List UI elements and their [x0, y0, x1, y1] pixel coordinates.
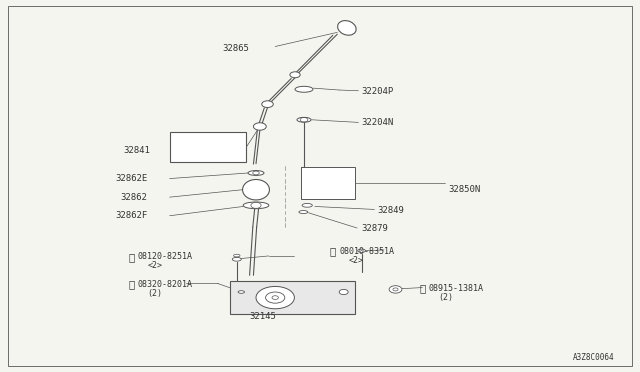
- Text: 32862E: 32862E: [115, 174, 147, 183]
- Ellipse shape: [234, 254, 240, 257]
- Circle shape: [290, 72, 300, 78]
- Text: Ⓑ: Ⓑ: [128, 252, 134, 262]
- Bar: [301, 167, 355, 199]
- Text: 32862: 32862: [120, 193, 147, 202]
- Ellipse shape: [299, 211, 308, 214]
- Bar: [230, 281, 355, 314]
- Ellipse shape: [243, 202, 269, 209]
- Text: 32879: 32879: [362, 224, 388, 233]
- Text: 32841: 32841: [124, 146, 150, 155]
- Text: 32204P: 32204P: [362, 87, 394, 96]
- Circle shape: [262, 101, 273, 108]
- Ellipse shape: [297, 117, 311, 122]
- Ellipse shape: [232, 257, 241, 261]
- Text: <2>: <2>: [349, 256, 364, 265]
- Text: A3Z8C0064: A3Z8C0064: [573, 353, 614, 362]
- Circle shape: [253, 123, 266, 130]
- Text: 32204N: 32204N: [362, 118, 394, 127]
- Text: 08915-1381A: 08915-1381A: [429, 284, 484, 293]
- Text: Ⓦ: Ⓦ: [419, 283, 426, 293]
- Text: Ⓢ: Ⓢ: [128, 280, 134, 289]
- Circle shape: [266, 292, 285, 303]
- Text: 32849: 32849: [378, 206, 404, 215]
- Text: <2>: <2>: [147, 262, 162, 270]
- Text: 32862F: 32862F: [115, 211, 147, 220]
- Circle shape: [256, 286, 294, 309]
- Text: (2): (2): [438, 293, 453, 302]
- Ellipse shape: [358, 249, 365, 252]
- Bar: [170, 132, 246, 162]
- Text: 32850N: 32850N: [448, 185, 480, 194]
- Ellipse shape: [302, 203, 312, 207]
- Text: 32865: 32865: [223, 44, 250, 53]
- Text: Ⓑ: Ⓑ: [330, 246, 336, 256]
- Text: 08120-8251A: 08120-8251A: [138, 252, 193, 261]
- Ellipse shape: [243, 179, 269, 200]
- Ellipse shape: [338, 20, 356, 35]
- Text: (2): (2): [147, 289, 162, 298]
- Text: 08010-8351A: 08010-8351A: [339, 247, 394, 256]
- Text: 08320-8201A: 08320-8201A: [138, 280, 193, 289]
- Text: 32145: 32145: [250, 312, 276, 321]
- Ellipse shape: [238, 291, 244, 293]
- Ellipse shape: [295, 86, 313, 92]
- Ellipse shape: [248, 170, 264, 175]
- Circle shape: [389, 286, 402, 293]
- Circle shape: [339, 289, 348, 295]
